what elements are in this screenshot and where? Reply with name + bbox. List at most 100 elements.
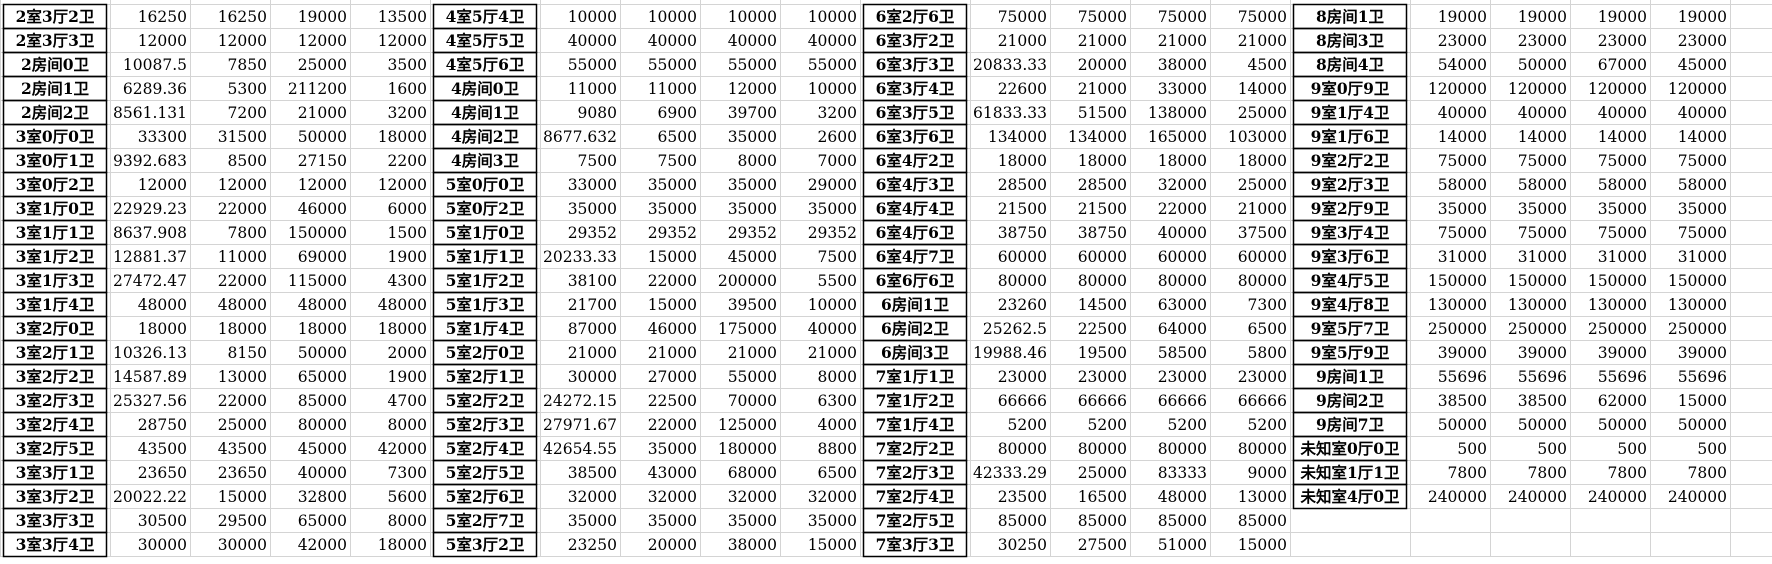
- value-cell[interactable]: 32000: [727, 488, 777, 506]
- value-cell[interactable]: 75000: [1517, 224, 1567, 242]
- value-cell[interactable]: 31000: [1677, 248, 1727, 266]
- value-cell[interactable]: 250000: [1667, 320, 1727, 338]
- value-cell[interactable]: 50000: [1677, 416, 1727, 434]
- value-cell[interactable]: 85000: [997, 512, 1047, 530]
- value-cell[interactable]: 10326.13: [113, 344, 187, 362]
- value-cell[interactable]: 64000: [1157, 320, 1207, 338]
- value-cell[interactable]: 48000: [217, 296, 267, 314]
- row-label-cell[interactable]: 9室2厅3卫: [1310, 175, 1390, 194]
- row-label-cell[interactable]: 未知室1厅1卫: [1300, 463, 1400, 482]
- value-cell[interactable]: 120000: [1587, 80, 1647, 98]
- value-cell[interactable]: 500: [1457, 440, 1487, 458]
- value-cell[interactable]: 12000: [137, 176, 187, 194]
- row-label-cell[interactable]: 4室5厅4卫: [445, 7, 525, 26]
- value-cell[interactable]: 10000: [567, 8, 617, 26]
- value-cell[interactable]: 8150: [227, 344, 267, 362]
- value-cell[interactable]: 54000: [1437, 56, 1487, 74]
- value-cell[interactable]: 13000: [1237, 488, 1287, 506]
- value-cell[interactable]: 12000: [377, 32, 427, 50]
- value-cell[interactable]: 80000: [1077, 440, 1127, 458]
- value-cell[interactable]: 150000: [1427, 272, 1487, 290]
- value-cell[interactable]: 18000: [137, 320, 187, 338]
- row-label-cell[interactable]: 6房间1卫: [880, 295, 950, 314]
- value-cell[interactable]: 8800: [817, 440, 857, 458]
- value-cell[interactable]: 55000: [567, 56, 617, 74]
- value-cell[interactable]: 75000: [1077, 8, 1127, 26]
- row-label-cell[interactable]: 7室1厅1卫: [875, 367, 955, 386]
- value-cell[interactable]: 62000: [1597, 392, 1647, 410]
- value-cell[interactable]: 14000: [1237, 80, 1287, 98]
- value-cell[interactable]: 60000: [997, 248, 1047, 266]
- value-cell[interactable]: 120000: [1667, 80, 1727, 98]
- value-cell[interactable]: 40000: [1157, 224, 1207, 242]
- value-cell[interactable]: 12000: [137, 32, 187, 50]
- value-cell[interactable]: 80000: [297, 416, 347, 434]
- value-cell[interactable]: 8000: [817, 368, 857, 386]
- value-cell[interactable]: 130000: [1667, 296, 1727, 314]
- value-cell[interactable]: 65000: [297, 512, 347, 530]
- value-cell[interactable]: 25000: [1077, 464, 1127, 482]
- value-cell[interactable]: 8500: [227, 152, 267, 170]
- value-cell[interactable]: 40000: [647, 32, 697, 50]
- value-cell[interactable]: 7800: [1447, 464, 1487, 482]
- row-label-cell[interactable]: 6房间3卫: [880, 343, 950, 362]
- row-label-cell[interactable]: 5室2厅0卫: [445, 343, 525, 362]
- value-cell[interactable]: 16500: [1077, 488, 1127, 506]
- value-cell[interactable]: 60000: [1077, 248, 1127, 266]
- row-label-cell[interactable]: 6室3厅5卫: [875, 103, 955, 122]
- value-cell[interactable]: 75000: [1597, 224, 1647, 242]
- value-cell[interactable]: 25000: [297, 56, 347, 74]
- row-label-cell[interactable]: 6室4厅2卫: [875, 151, 955, 170]
- value-cell[interactable]: 27150: [297, 152, 347, 170]
- value-cell[interactable]: 7300: [387, 464, 427, 482]
- row-label-cell[interactable]: 6室6厅6卫: [875, 271, 955, 290]
- value-cell[interactable]: 138000: [1147, 104, 1207, 122]
- value-cell[interactable]: 66666: [1077, 392, 1127, 410]
- row-label-cell[interactable]: 3室1厅3卫: [15, 271, 95, 290]
- row-label-cell[interactable]: 4房间0卫: [450, 79, 520, 98]
- value-cell[interactable]: 16250: [217, 8, 267, 26]
- row-label-cell[interactable]: 未知室0厅0卫: [1300, 439, 1400, 458]
- value-cell[interactable]: 14000: [1517, 128, 1567, 146]
- value-cell[interactable]: 18000: [297, 320, 347, 338]
- value-cell[interactable]: 15000: [647, 296, 697, 314]
- value-cell[interactable]: 38000: [1157, 56, 1207, 74]
- value-cell[interactable]: 4700: [387, 392, 427, 410]
- value-cell[interactable]: 250000: [1427, 320, 1487, 338]
- value-cell[interactable]: 10000: [807, 80, 857, 98]
- row-label-cell[interactable]: 7室2厅2卫: [875, 439, 955, 458]
- value-cell[interactable]: 5200: [1087, 416, 1127, 434]
- value-cell[interactable]: 13500: [377, 8, 427, 26]
- value-cell[interactable]: 75000: [1237, 8, 1287, 26]
- value-cell[interactable]: 20233.33: [543, 248, 617, 266]
- value-cell[interactable]: 23260: [997, 296, 1047, 314]
- value-cell[interactable]: 24272.15: [543, 392, 617, 410]
- value-cell[interactable]: 38500: [1517, 392, 1567, 410]
- value-cell[interactable]: 35000: [1517, 200, 1567, 218]
- value-cell[interactable]: 50000: [1597, 416, 1647, 434]
- row-label-cell[interactable]: 9室3厅6卫: [1310, 247, 1390, 266]
- value-cell[interactable]: 35000: [1597, 200, 1647, 218]
- value-cell[interactable]: 7500: [657, 152, 697, 170]
- value-cell[interactable]: 50000: [297, 128, 347, 146]
- value-cell[interactable]: 115000: [287, 272, 347, 290]
- value-cell[interactable]: 23650: [137, 464, 187, 482]
- value-cell[interactable]: 70000: [727, 392, 777, 410]
- value-cell[interactable]: 29000: [807, 176, 857, 194]
- value-cell[interactable]: 500: [1697, 440, 1727, 458]
- value-cell[interactable]: 28750: [137, 416, 187, 434]
- value-cell[interactable]: 69000: [297, 248, 347, 266]
- value-cell[interactable]: 55696: [1517, 368, 1567, 386]
- row-label-cell[interactable]: 5室3厅2卫: [445, 535, 525, 554]
- value-cell[interactable]: 38500: [1437, 392, 1487, 410]
- value-cell[interactable]: 14000: [1437, 128, 1487, 146]
- row-label-cell[interactable]: 9房间1卫: [1315, 367, 1385, 386]
- value-cell[interactable]: 35000: [727, 128, 777, 146]
- value-cell[interactable]: 60000: [1237, 248, 1287, 266]
- row-label-cell[interactable]: 6室4厅4卫: [875, 199, 955, 218]
- value-cell[interactable]: 29352: [567, 224, 617, 242]
- row-label-cell[interactable]: 3室1厅2卫: [15, 247, 95, 266]
- row-label-cell[interactable]: 2室3厅2卫: [15, 7, 95, 26]
- value-cell[interactable]: 8000: [737, 152, 777, 170]
- value-cell[interactable]: 134000: [987, 128, 1047, 146]
